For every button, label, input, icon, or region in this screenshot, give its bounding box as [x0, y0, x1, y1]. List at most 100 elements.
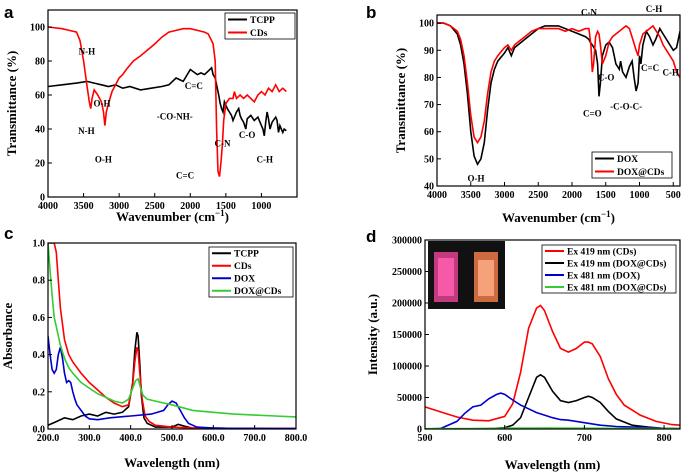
annotation-b-3: C-O	[598, 73, 615, 83]
y-tick-label-b-6: 100	[419, 19, 434, 30]
legend-box-a	[224, 12, 296, 40]
y-tick-label-c-1: 0.2	[33, 387, 46, 398]
annotation-a-2: N-H	[78, 126, 95, 136]
series-line-d-0	[425, 304, 680, 426]
legend-box-c	[208, 246, 294, 298]
annotation-b-2: C=O	[583, 108, 602, 118]
x-tick-label-c-4: 600.0	[202, 433, 225, 444]
x-axis-label-d: Wavelength (nm)	[505, 457, 601, 472]
y-axis-label-d: Intensity (a.u.)	[365, 294, 380, 375]
series-line-b-0	[437, 22, 680, 167]
x-axis-label-b: Wavenumber (cm−1)	[502, 209, 615, 225]
panel-a: 4000 3500 3000 2500 2000 1500 1000 0 20 40 60 80 100…	[4, 3, 298, 224]
x-axis-label-a: Wavenumber (cm−1)	[116, 208, 229, 224]
x-tick-label-a-6: 1000	[251, 201, 271, 212]
x-tick-label-a-2: 3000	[109, 201, 129, 212]
y-tick-label-d-5: 250000	[392, 267, 422, 278]
legend-label-d-1: Ex 419 nm (DOX@CDs)	[567, 258, 666, 269]
x-tick-label-a-3: 2500	[145, 201, 165, 212]
panel-label-c: c	[4, 224, 13, 243]
y-tick-label-b-3: 70	[424, 100, 434, 111]
y-tick-label-a-3: 60	[35, 91, 45, 102]
y-tick-label-a-5: 100	[30, 23, 45, 34]
y-tick-label-a-4: 80	[35, 57, 45, 68]
x-tick-label-c-5: 700.0	[243, 433, 266, 444]
legend-label-c-1: CDs	[234, 262, 252, 272]
y-tick-label-a-1: 20	[35, 159, 45, 170]
y-tick-label-c-2: 0.4	[33, 350, 46, 361]
annotation-a-4: C=C	[185, 81, 203, 91]
x-tick-label-d-3: 800	[657, 433, 672, 444]
x-tick-label-c-6: 800.0	[285, 433, 308, 444]
inset-photo	[428, 241, 505, 309]
y-tick-label-d-6: 300000	[392, 236, 422, 247]
x-axis-label-sup-a: −1	[215, 208, 225, 218]
series-line-c-0	[48, 332, 296, 429]
y-tick-label-d-4: 200000	[392, 299, 422, 310]
annotation-a-5: -CO-NH-	[157, 111, 193, 121]
series-line-a-0	[48, 66, 287, 136]
plot-frame-b	[436, 14, 681, 187]
x-axis-label-sup-b: −1	[601, 209, 611, 219]
panel-c: 200.0 300.0 400.0 500.0 600.0 700.0 800.0 0.0 0.…	[0, 224, 307, 470]
plot-frame-a	[47, 9, 298, 198]
legend-label-d-2: Ex 481 nm (DOX)	[567, 270, 640, 281]
x-tick-label-d-1: 600	[497, 433, 512, 444]
annotation-a-9: C=C	[176, 171, 194, 181]
series-line-c-1	[48, 243, 296, 429]
x-tick-label-a-5: 1500	[216, 201, 236, 212]
panel-label-b: b	[366, 3, 376, 22]
panel-label-d: d	[366, 227, 376, 246]
y-tick-label-a-2: 40	[35, 125, 45, 136]
annotation-a-8: C-H	[257, 154, 274, 164]
x-axis-label-end-a: )	[225, 209, 229, 224]
y-tick-label-b-1: 50	[424, 154, 434, 165]
y-axis-label-b: Transmittance (%)	[393, 48, 408, 154]
annotation-b-4: -C-O-C-	[610, 101, 642, 111]
y-tick-label-c-0: 0.0	[33, 425, 46, 436]
x-tick-label-b-3: 2500	[528, 190, 548, 201]
legend-box-b	[591, 151, 673, 179]
y-tick-label-b-4: 80	[424, 73, 434, 84]
y-tick-label-b-2: 60	[424, 127, 434, 138]
annotation-a-0: N-H	[79, 46, 96, 56]
annotation-a-1: O-H	[93, 98, 110, 108]
annotation-a-7: C-O	[239, 130, 256, 140]
legend-label-c-0: TCPP	[234, 250, 259, 260]
series-line-d-1	[472, 373, 680, 429]
annotation-a-3: O-H	[95, 155, 112, 165]
panel-label-a: a	[4, 3, 14, 22]
x-tick-label-b-4: 2000	[562, 190, 582, 201]
annotation-b-5: C=C	[641, 63, 659, 73]
annotation-a-6: C-N	[215, 139, 231, 149]
x-tick-label-b-6: 1000	[630, 190, 650, 201]
legend-label-a-1: CDs	[250, 29, 268, 39]
x-tick-label-c-2: 400.0	[119, 433, 142, 444]
series-line-d-2	[425, 392, 680, 429]
y-tick-label-c-5: 1.0	[33, 239, 46, 250]
y-axis-label-a: Transmittance (%)	[4, 51, 19, 157]
y-tick-label-d-2: 100000	[392, 362, 422, 373]
legend-label-a-0: TCPP	[250, 16, 275, 26]
annotation-b-6: C-H	[646, 4, 663, 14]
series-line-a-1	[48, 26, 287, 177]
x-tick-label-c-3: 500.0	[161, 433, 184, 444]
panel-b: 4000 3500 3000 2500 2000 1500 1000 500 40 50 60 70 8…	[366, 3, 681, 225]
x-tick-label-b-2: 3000	[495, 190, 515, 201]
y-tick-label-d-3: 150000	[392, 330, 422, 341]
x-axis-label-end-b: )	[611, 210, 615, 225]
annotation-b-0: O-H	[468, 173, 485, 183]
x-tick-label-d-2: 700	[577, 433, 592, 444]
y-tick-label-c-3: 0.6	[33, 313, 46, 324]
legend-label-b-1: DOX@CDs	[617, 168, 665, 178]
y-tick-label-d-0: 0	[417, 425, 422, 436]
annotation-b-1: C-N	[581, 8, 597, 18]
x-tick-label-a-0: 4000	[38, 201, 58, 212]
y-axis-label-c: Absorbance	[0, 303, 15, 370]
x-tick-label-b-5: 1500	[596, 190, 616, 201]
y-tick-label-c-4: 0.8	[33, 276, 46, 287]
y-tick-label-b-5: 90	[424, 46, 434, 57]
legend-label-d-3: Ex 481 nm (DOX@CDs)	[567, 282, 666, 293]
legend-label-c-3: DOX@CDs	[234, 287, 282, 297]
